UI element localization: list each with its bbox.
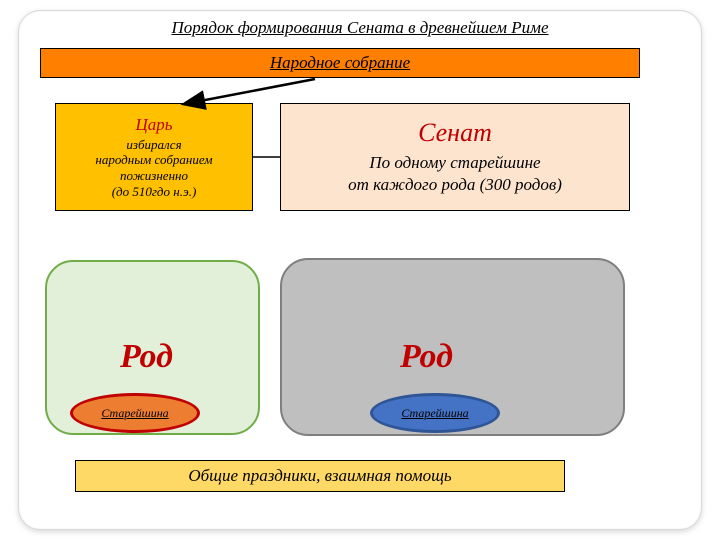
senate-line-1: По одному старейшине <box>369 152 540 174</box>
tsar-box: Царь избирался народным собранием пожизн… <box>55 103 253 211</box>
tsar-line-1: избирался <box>126 137 181 153</box>
footer-label: Общие праздники, взаимная помощь <box>188 466 451 486</box>
assembly-label: Народное собрание <box>270 53 410 73</box>
elder-label-1: Старейшина <box>101 406 168 421</box>
footer-box: Общие праздники, взаимная помощь <box>75 460 565 492</box>
elder-ellipse-1: Старейшина <box>70 393 200 433</box>
rod-label-1: Род <box>120 338 173 376</box>
senate-line-2: от каждого рода (300 родов) <box>348 174 562 196</box>
elder-ellipse-2: Старейшина <box>370 393 500 433</box>
tsar-line-3: пожизненно <box>120 168 188 184</box>
senate-title: Сенат <box>418 118 492 148</box>
slide-canvas: Порядок формирования Сената в древнейшем… <box>0 0 720 540</box>
tsar-line-4: (до 510гдо н.э.) <box>112 184 197 200</box>
tsar-title: Царь <box>135 115 172 135</box>
senate-box: Сенат По одному старейшине от каждого ро… <box>280 103 630 211</box>
elder-label-2: Старейшина <box>401 406 468 421</box>
assembly-box: Народное собрание <box>40 48 640 78</box>
tsar-line-2: народным собранием <box>95 152 212 168</box>
slide-title: Порядок формирования Сената в древнейшем… <box>60 18 660 38</box>
rod-label-2: Род <box>400 338 453 376</box>
